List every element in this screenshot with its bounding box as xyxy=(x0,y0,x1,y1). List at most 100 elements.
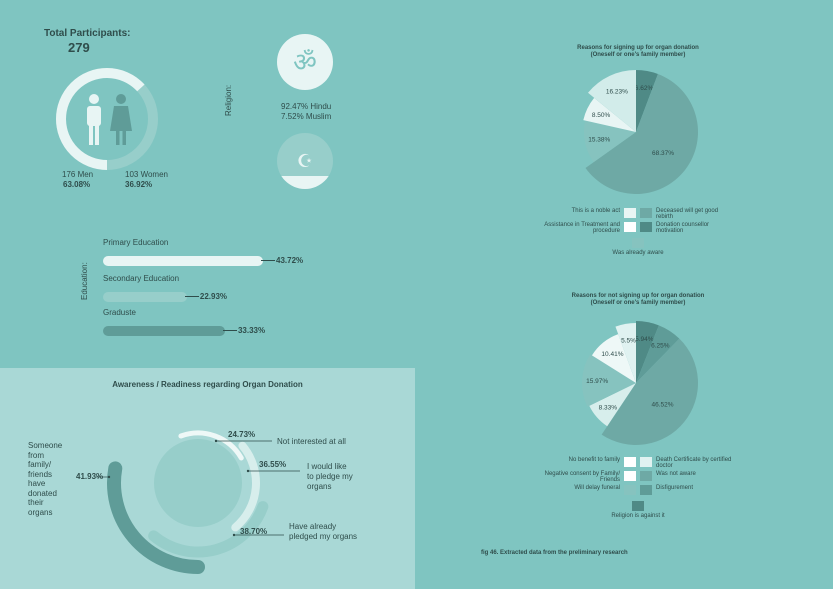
hindu-label: 92.47% Hindu xyxy=(281,102,332,111)
pie-slice xyxy=(601,338,698,445)
family-leader xyxy=(96,475,111,479)
family-label-line: organs xyxy=(28,507,53,517)
pie-slice xyxy=(615,323,636,383)
family-label: Someone from family/friends have donated thei… xyxy=(28,441,62,517)
pie-slice xyxy=(583,97,636,132)
family-label-line: from xyxy=(28,450,44,460)
awareness-title: Awareness / Readiness regarding Organ Do… xyxy=(112,380,303,389)
education-leader xyxy=(184,296,199,297)
education-axis-label: Education: xyxy=(80,262,89,300)
family-pct: 41.93% xyxy=(76,472,104,481)
legend-swatch xyxy=(640,457,652,467)
education-leader xyxy=(261,260,275,261)
participants-title: Total Participants: xyxy=(44,28,131,39)
pie1-title: Reasons for signing up for organ donatio… xyxy=(577,45,699,51)
pie-slice xyxy=(636,321,659,383)
family-label-line: family/ xyxy=(28,460,52,469)
pie-slice-label: 6.25% xyxy=(651,343,670,350)
legend-swatch xyxy=(624,208,636,218)
figure-caption: fig 46. Extracted data from the prelimin… xyxy=(481,550,628,556)
pie-slice-label: 6.62% xyxy=(635,85,654,92)
notinterested-pct: 24.73% xyxy=(228,430,256,439)
education-pct: 33.33% xyxy=(237,326,266,335)
pie-slice-label: 16.23% xyxy=(606,89,628,96)
education-bar xyxy=(103,256,263,266)
family-label-line: friends xyxy=(28,469,53,479)
legend-swatch xyxy=(632,238,644,248)
education-pct: 22.93% xyxy=(199,292,228,301)
legend-swatch xyxy=(624,471,636,481)
religion-axis-label: Religion: xyxy=(224,84,233,116)
family-label-line: donated xyxy=(28,488,57,498)
muslim-label: 7.52% Muslim xyxy=(281,112,332,121)
om-symbol-icon: ॐ xyxy=(277,34,333,90)
legend-label: Donation counsellor motivation xyxy=(656,222,710,234)
pie-slice-label: 15.97% xyxy=(586,378,608,385)
education-leader xyxy=(222,330,237,331)
education-label: Graduste xyxy=(103,308,136,317)
legend-label: Religion is against it xyxy=(611,513,665,519)
pie-slice xyxy=(584,120,636,163)
pie-slice xyxy=(591,334,636,383)
legend-label: Was already aware xyxy=(612,250,664,256)
legend-label: Will delay funeral xyxy=(574,485,620,491)
svg-text:ॐ: ॐ xyxy=(293,48,317,78)
legend-swatch xyxy=(624,222,636,232)
pie-slice xyxy=(585,74,698,195)
pie2: 5.94%6.25% 46.52% 8.33% 15.97% 10.41% 5.5% xyxy=(582,321,698,445)
legend-swatch xyxy=(632,501,644,511)
legend-swatch xyxy=(640,471,652,481)
family-label-line: their xyxy=(28,498,44,507)
participants-count: 279 xyxy=(68,40,90,55)
men-pct: 63.08% xyxy=(63,180,91,189)
legend-label: Deceased will get good rebirth xyxy=(656,208,719,220)
legend-label: This is a noble act xyxy=(571,208,620,214)
legend-swatch xyxy=(640,222,652,232)
legend-swatch xyxy=(640,485,652,495)
pie-slice-label: 68.37% xyxy=(652,150,674,157)
pie-slice-label: 10.41% xyxy=(601,351,623,358)
notinterested-label: Not interested at all xyxy=(277,437,346,446)
pie-slice xyxy=(636,70,658,132)
pledge-like-pct: 36.55% xyxy=(259,460,287,469)
notinterested-leader xyxy=(214,439,272,443)
pie1-subtitle: (Oneself or one's family member) xyxy=(590,52,686,58)
education-pct: 43.72% xyxy=(276,256,304,265)
women-label: 103 Women xyxy=(125,170,168,179)
pie-slice-label: 5.94% xyxy=(635,336,654,343)
pledged-label: Have already pledged my organs xyxy=(289,522,358,541)
pie-slice-label: 8.33% xyxy=(599,405,618,412)
participants-ring xyxy=(56,68,158,170)
legend-label: Disfigurement xyxy=(656,485,694,491)
pie2-subtitle: (Oneself or one's family member) xyxy=(590,300,686,306)
people-icon xyxy=(87,94,132,145)
pie-slice-label: 46.52% xyxy=(651,401,673,408)
pie2-title: Reasons for not signing up for organ don… xyxy=(571,293,705,299)
pie-slice xyxy=(589,383,636,427)
legend-label: Assistance in Treatment and procedure xyxy=(544,222,620,234)
pledge-like-leader xyxy=(246,469,300,473)
pledge-like-label: I would like to pledge my organs xyxy=(307,462,353,491)
education-bar xyxy=(103,326,225,336)
pledged-leader xyxy=(232,533,284,537)
pie-slice-label: 15.38% xyxy=(588,136,610,143)
family-label-line: have xyxy=(28,479,46,488)
women-pct: 36.92% xyxy=(125,180,153,189)
legend-swatch xyxy=(624,457,636,467)
awareness-rings xyxy=(107,430,269,574)
education-bar xyxy=(103,292,187,302)
crescent-star-icon: ☪ xyxy=(277,133,333,189)
pie-slice-label: 5.5% xyxy=(621,337,636,344)
legend-swatch xyxy=(624,485,636,495)
legend-label: Was not aware xyxy=(656,471,696,477)
education-label: Secondary Education xyxy=(103,274,180,283)
men-label: 176 Men xyxy=(62,170,94,179)
svg-text:☪: ☪ xyxy=(297,151,313,172)
pie-slice xyxy=(587,70,636,132)
pie-slice xyxy=(582,354,636,407)
legend-label: No benefit to family xyxy=(568,457,620,463)
pie1: 6.62% 68.37% 15.38% 8.50% 16.23% xyxy=(583,70,698,195)
pie-slice-label: 8.50% xyxy=(592,112,611,119)
legend-swatch xyxy=(640,208,652,218)
pie-slice xyxy=(636,325,680,383)
